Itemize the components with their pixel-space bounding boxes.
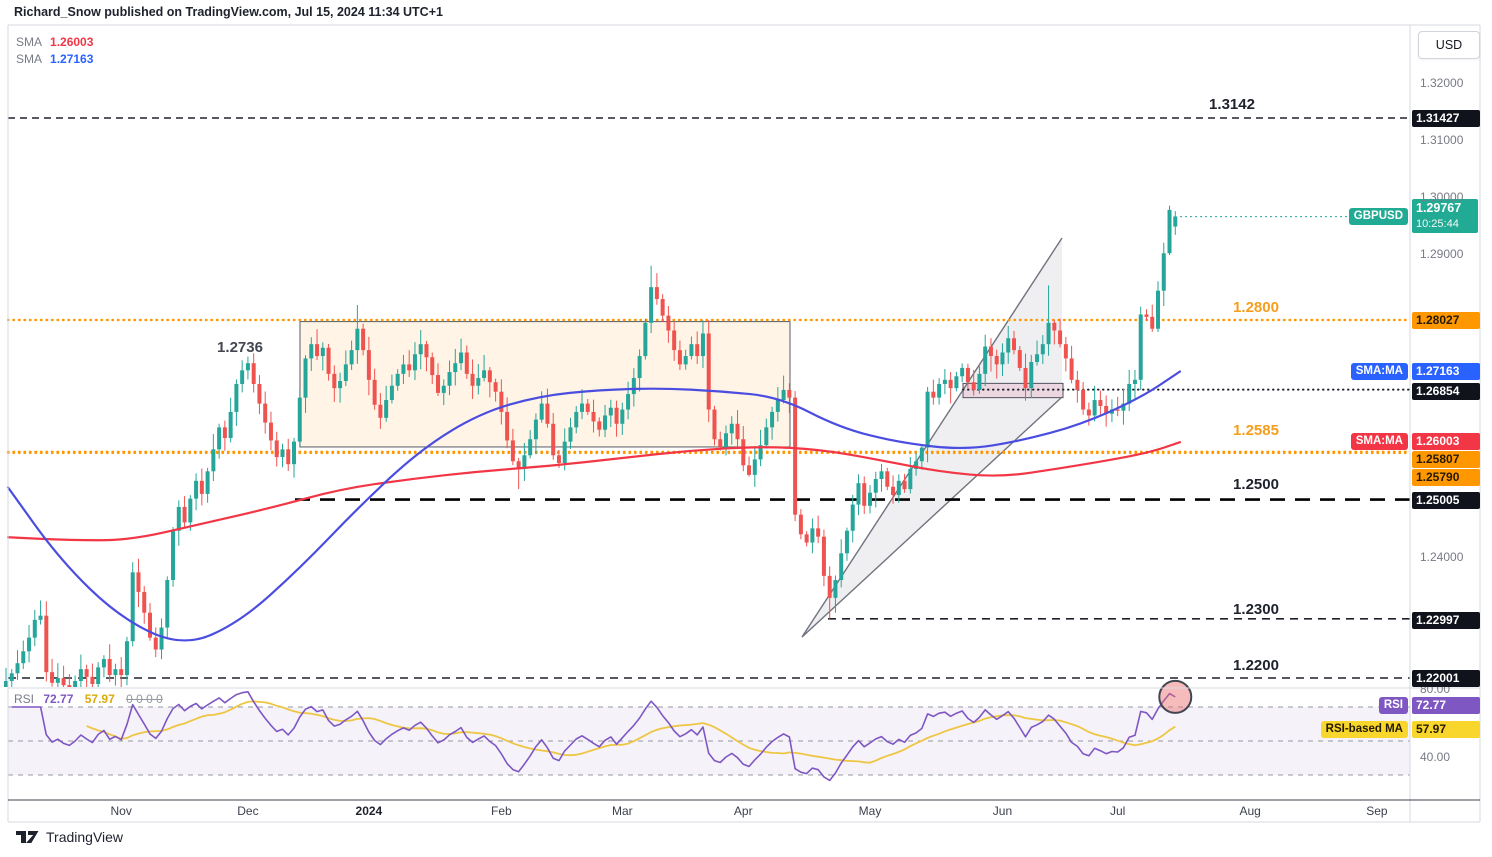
annotation-1.2300: 1.2300	[1233, 601, 1279, 618]
axis-tag-gbpusd: GBPUSD	[1348, 207, 1408, 225]
time-label-Jun[interactable]: Jun	[992, 804, 1013, 818]
sma-fast-label: SMA	[16, 52, 43, 66]
time-label-May[interactable]: May	[858, 804, 882, 818]
price-badge-1.31427: 1.31427	[1412, 109, 1480, 127]
sma-slow-legend-row[interactable]: SMA 1.26003	[16, 34, 93, 51]
indicator-legend: SMA 1.26003 SMA 1.27163	[16, 34, 93, 68]
annotation-1.2800: 1.2800	[1233, 299, 1279, 316]
last-price-value: 1.29767	[1416, 201, 1462, 215]
rsi-highlight-circle[interactable]	[1158, 679, 1193, 714]
sma-slow-line[interactable]	[6, 441, 1182, 542]
price-tick-40.00: 40.00	[1420, 750, 1451, 764]
last-price-badge: 1.29767 10:25:44	[1412, 199, 1478, 233]
time-label-2024[interactable]: 2024	[355, 804, 383, 818]
channel-upper-line[interactable]	[801, 237, 1063, 638]
price-badge-1.25807: 1.25807	[1412, 450, 1480, 468]
annotation-1.2585: 1.2585	[1233, 422, 1279, 439]
axis-tag-rsi-based-ma: RSI-based MA	[1320, 720, 1408, 738]
candlestick-series[interactable]	[4, 205, 1178, 687]
annotation-1.2500: 1.2500	[1233, 476, 1279, 493]
time-label-Mar[interactable]: Mar	[611, 804, 633, 818]
price-badge-57.97: 57.97	[1412, 720, 1480, 738]
price-badge-1.26854: 1.26854	[1412, 382, 1480, 400]
price-badge-1.22001: 1.22001	[1412, 669, 1480, 687]
annotation-1.2200: 1.2200	[1233, 657, 1279, 674]
rsi-ma-value: 57.97	[84, 692, 115, 706]
price-tick-1.32000: 1.32000	[1420, 76, 1464, 90]
sma-fast-value: 1.27163	[50, 52, 94, 66]
axis-tag-rsi: RSI	[1378, 696, 1408, 714]
axis-tag-sma-ma: SMA:MA	[1350, 362, 1408, 380]
tradingview-brand-text[interactable]: TradingView	[46, 829, 124, 845]
time-label-Nov[interactable]: Nov	[110, 804, 132, 818]
price-tick-1.30000: 1.30000	[1420, 190, 1464, 204]
sma-fast-legend-row[interactable]: SMA 1.27163	[16, 51, 93, 68]
publish-header: Richard_Snow published on TradingView.co…	[14, 5, 443, 19]
time-label-Apr[interactable]: Apr	[733, 804, 753, 818]
rsi-label: RSI	[14, 692, 35, 706]
sma-slow-value: 1.26003	[50, 35, 94, 49]
axis-tag-sma-ma: SMA:MA	[1350, 432, 1408, 450]
price-badge-1.26003: 1.26003	[1412, 432, 1480, 450]
time-label-Jul[interactable]: Jul	[1110, 804, 1126, 818]
currency-toggle-button[interactable]: USD	[1418, 31, 1480, 59]
time-label-Sep[interactable]: Sep	[1366, 804, 1388, 818]
price-badge-1.27163: 1.27163	[1412, 362, 1480, 380]
rsi-legend[interactable]: RSI 72.77 57.97 0 0 0 0	[14, 692, 163, 706]
tradingview-logo-icon[interactable]	[16, 830, 39, 844]
sma-slow-label: SMA	[16, 35, 43, 49]
channel-lower-line[interactable]	[801, 396, 1063, 638]
price-tick-1.24000: 1.24000	[1420, 550, 1464, 564]
price-tick-1.31000: 1.31000	[1420, 133, 1464, 147]
price-badge-1.22997: 1.22997	[1412, 611, 1480, 629]
footer: TradingView	[16, 829, 123, 845]
rsi-line[interactable]	[11, 691, 1176, 782]
price-badge-72.77: 72.77	[1412, 696, 1480, 714]
time-label-Dec[interactable]: Dec	[237, 804, 259, 818]
sma-fast-line[interactable]	[6, 370, 1182, 642]
time-label-Feb[interactable]: Feb	[491, 804, 512, 818]
price-badge-1.28027: 1.28027	[1412, 311, 1480, 329]
annotation-1.3142: 1.3142	[1209, 96, 1255, 113]
annotation-1.2736: 1.2736	[217, 339, 263, 356]
rsi-value: 72.77	[43, 692, 74, 706]
price-tick-1.29000: 1.29000	[1420, 247, 1464, 261]
countdown-timer: 10:25:44	[1416, 218, 1459, 230]
price-badge-1.25005: 1.25005	[1412, 491, 1480, 509]
price-badge-1.25790: 1.25790	[1412, 468, 1480, 486]
rsi-hidden-values: 0 0 0 0	[126, 692, 163, 706]
time-label-Aug[interactable]: Aug	[1239, 804, 1261, 818]
